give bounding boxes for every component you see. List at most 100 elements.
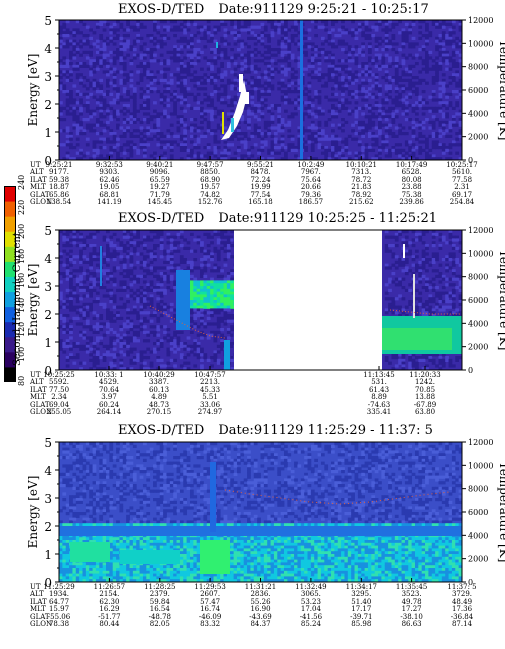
ephemeris-value: 48.49 xyxy=(451,597,473,606)
y2-tick-label: 10000 xyxy=(468,39,493,48)
y-tick-label: 5 xyxy=(44,224,52,238)
ephemeris-value: 60.13 xyxy=(148,385,170,394)
y2-tick-label: 12000 xyxy=(468,438,493,447)
y2-tick-label: 8000 xyxy=(468,63,488,72)
ephemeris-value: 2.34 xyxy=(51,393,67,402)
ephemeris-value: 3387. xyxy=(148,378,170,387)
ephemeris-value: 72.24 xyxy=(250,175,271,184)
ephemeris-value: 17.27 xyxy=(401,605,422,614)
ephemeris-value: 11:25:29 xyxy=(43,583,75,591)
ephemeris-value: 60.24 xyxy=(98,400,120,409)
low-energy-band xyxy=(200,540,230,574)
ephemeris-value: 17.17 xyxy=(351,605,372,614)
ephemeris-value: 7313. xyxy=(351,168,372,177)
y2-tick-label: 10000 xyxy=(468,461,493,470)
y2-tick-label: 12000 xyxy=(468,226,493,235)
y-tick-label: 0 xyxy=(44,154,52,168)
ephemeris-value: 335.41 xyxy=(366,408,392,416)
ephemeris-value: 9:55:21 xyxy=(247,161,274,169)
spike-line xyxy=(216,42,218,48)
ephemeris-row-label: MLT xyxy=(30,393,46,402)
ephemeris-row-label: GLON xyxy=(30,198,53,206)
low-energy-band xyxy=(59,526,462,536)
ephemeris-value: 70.64 xyxy=(98,385,120,394)
spike-line xyxy=(413,274,415,318)
ephemeris-value: 9:25:21 xyxy=(45,161,73,169)
data-gap xyxy=(234,230,382,370)
ephemeris-value: 2.31 xyxy=(454,183,470,192)
ephemeris-value: 3065. xyxy=(300,590,321,599)
ephemeris-value: 85.24 xyxy=(300,620,321,628)
ephemeris-row-label: UT xyxy=(30,583,41,591)
ephemeris-value: -48.78 xyxy=(148,612,171,621)
ephemeris-value: 145.45 xyxy=(147,198,173,206)
spectrogram-cells xyxy=(59,20,463,161)
panel-1-instrument: EXOS-D/TED xyxy=(118,2,205,17)
panel-2-date-range: Date:911129 10:25:25 - 11:25:21 xyxy=(218,211,438,226)
ephemeris-value: 186.57 xyxy=(298,198,324,206)
ephemeris-value: 255.05 xyxy=(46,408,72,416)
ephemeris-value: 4529. xyxy=(98,378,120,387)
ephemeris-value: 270.15 xyxy=(146,408,172,416)
ephemeris-value: 23.88 xyxy=(401,183,422,192)
y-tick-label: 4 xyxy=(44,464,52,478)
panel-2-svg: 0 1 2 3 4 5 0 2000 4000 6000 8000 10000 12000 Energy … xyxy=(26,224,505,378)
ephemeris-value: 10:2:49 xyxy=(297,161,325,169)
ephemeris-value: 3523. xyxy=(401,590,422,599)
panel-3-chart: 0 1 2 3 4 5 0 2000 4000 6000 8000 10000 12000 Energy … xyxy=(0,422,505,596)
ephemeris-value: 11:37: 5 xyxy=(447,583,477,591)
panel-2-chart: 0 1 2 3 4 5 0 2000 4000 6000 8000 10000 12000 Energy … xyxy=(0,210,505,384)
ephemeris-value: 62.30 xyxy=(99,597,120,606)
ephemeris-value: 11:26:57 xyxy=(93,583,126,591)
spike-line xyxy=(100,246,102,286)
ephemeris-value: 59.38 xyxy=(48,175,70,184)
bright-feature xyxy=(221,80,247,140)
ephemeris-value: 10:47:57 xyxy=(194,371,226,379)
ephemeris-value: 19.27 xyxy=(149,183,170,192)
ephemeris-value: 531. xyxy=(371,378,387,387)
ephemeris-value: 79.36 xyxy=(300,190,321,199)
band-edge xyxy=(176,270,190,330)
ephemeris-value: 264.14 xyxy=(96,408,122,416)
ephemeris-value: 86.63 xyxy=(401,620,422,628)
ephemeris-value: 9303. xyxy=(99,168,120,177)
y-tick-label: 2 xyxy=(44,308,52,322)
y2-tick-label: 0 xyxy=(468,156,473,165)
y-tick-label: 4 xyxy=(44,252,52,266)
ephemeris-value: 69.17 xyxy=(451,190,473,199)
y2-tick-label: 10000 xyxy=(468,249,493,258)
ephemeris-value: 65.86 xyxy=(48,190,70,199)
ephemeris-value: 19.57 xyxy=(200,183,221,192)
ephemeris-value: 9:47:57 xyxy=(196,161,224,169)
low-energy-band xyxy=(382,328,452,350)
ephemeris-value: 8478. xyxy=(250,168,271,177)
ephemeris-value: 2607. xyxy=(200,590,221,599)
ephemeris-value: 165.18 xyxy=(248,198,273,206)
ephemeris-value: 3.97 xyxy=(101,393,117,402)
ephemeris-value: 239.86 xyxy=(399,198,424,206)
ephemeris-row-label: GLON xyxy=(30,408,53,416)
ephemeris-value: 80.44 xyxy=(99,620,120,628)
ephemeris-value: 15.97 xyxy=(48,605,70,614)
ephemeris-value: 20.66 xyxy=(300,183,321,192)
panel-2-ephemeris: UT ALT ILAT MLT GLAT GLON 10:25:25 5592. 77.50 2.… xyxy=(30,371,500,418)
y-tick-label: 4 xyxy=(44,42,52,56)
y-tick-label: 3 xyxy=(44,70,52,84)
colorbar-swatch xyxy=(4,336,16,353)
ephemeris-value: 10:40:29 xyxy=(143,371,175,379)
panel-3-svg: 0 1 2 3 4 5 0 2000 4000 6000 8000 10000 12000 Energy … xyxy=(26,436,505,590)
ephemeris-value: 80.08 xyxy=(401,175,422,184)
colorbar-swatch xyxy=(4,216,16,232)
panel-3-date-range: Date:911129 11:25:29 - 11:37: 5 xyxy=(218,423,433,438)
ephemeris-value: 78.38 xyxy=(48,620,70,628)
ephemeris-value: 16.29 xyxy=(99,605,120,614)
ephemeris-value: 2379. xyxy=(149,590,170,599)
y2-tick-label: 8000 xyxy=(468,485,488,494)
colorbar-swatch xyxy=(4,246,16,262)
panel-2-title: EXOS-D/TED Date:911129 10:25:25 - 11:25:2… xyxy=(118,211,437,226)
ephemeris-value: 77.58 xyxy=(451,175,473,184)
ephemeris-value: -74.63 xyxy=(367,400,391,409)
ephemeris-value: 78.92 xyxy=(351,190,372,199)
ephemeris-value: -43.69 xyxy=(249,612,272,621)
y-axis-label: Energy [eV] xyxy=(26,54,40,127)
